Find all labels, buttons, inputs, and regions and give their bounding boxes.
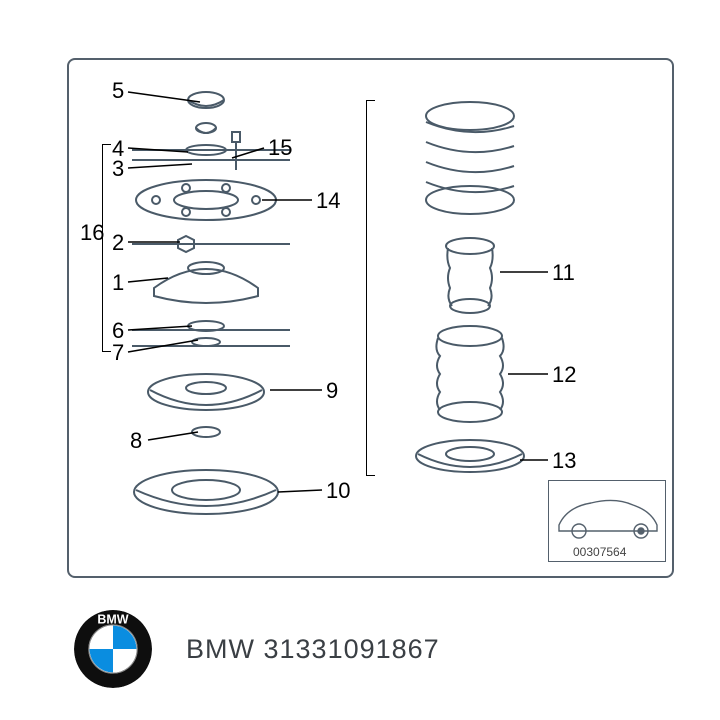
callout-13: 13: [552, 448, 576, 474]
bracket-16: [102, 144, 111, 352]
callout-7: 7: [112, 340, 124, 366]
callout-2: 2: [112, 230, 124, 256]
part-number: BMW 31331091867: [186, 634, 440, 665]
bmw-logo: BMW: [74, 610, 152, 688]
callout-12: 12: [552, 362, 576, 388]
lower-seat: [416, 440, 524, 472]
callout-11: 11: [552, 260, 575, 286]
svg-text:BMW: BMW: [97, 612, 128, 626]
callout-5: 5: [112, 78, 124, 104]
callout-14: 14: [316, 188, 340, 214]
callout-16: 16: [80, 220, 104, 246]
right-stack: [416, 102, 524, 472]
left-stack: [132, 92, 290, 514]
callout-15: 15: [268, 135, 292, 161]
callout-8: 8: [130, 428, 142, 454]
car-inset: 00307564: [548, 480, 666, 562]
callout-10: 10: [326, 478, 350, 504]
partnum-text: 31331091867: [264, 634, 440, 664]
bracket-right: [366, 100, 375, 476]
car-silhouette: [549, 481, 667, 543]
bellows: [436, 326, 503, 422]
bump-stop: [446, 238, 494, 313]
coil-spring: [426, 102, 514, 214]
brand-text: BMW: [186, 634, 255, 664]
car-inset-ref: 00307564: [573, 545, 626, 559]
callout-3: 3: [112, 156, 124, 182]
callout-9: 9: [326, 378, 338, 404]
callout-1: 1: [112, 270, 124, 296]
